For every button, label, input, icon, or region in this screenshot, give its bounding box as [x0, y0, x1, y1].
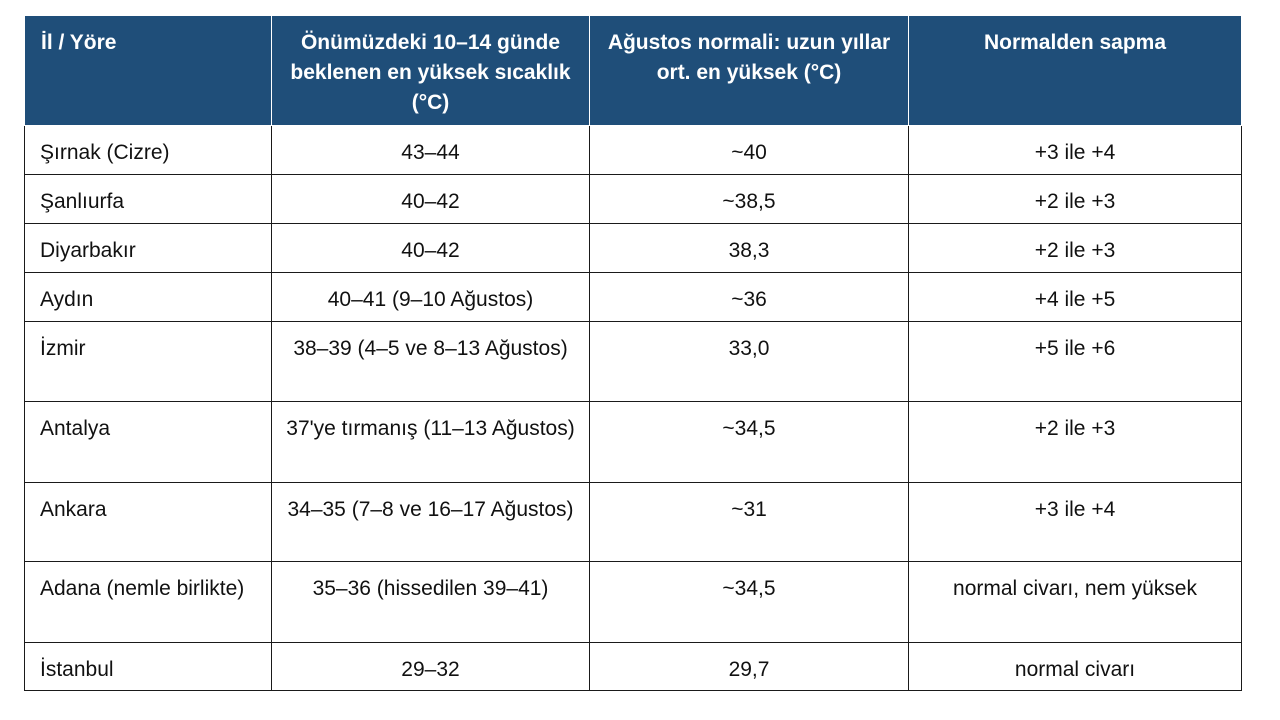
cell-forecast: 43–44: [271, 125, 590, 175]
cell-province: Ankara: [24, 482, 272, 562]
temperature-table: İl / Yöre Önümüzdeki 10–14 günde beklene…: [24, 15, 1242, 691]
cell-normal: 33,0: [589, 321, 909, 402]
cell-deviation: +3 ile +4: [908, 125, 1242, 175]
table-row: Şırnak (Cizre) 43–44 ~40 +3 ile +4: [24, 125, 1242, 175]
header-forecast-max: Önümüzdeki 10–14 günde beklenen en yükse…: [271, 15, 590, 126]
cell-forecast: 40–42: [271, 174, 590, 224]
cell-forecast: 29–32: [271, 642, 590, 691]
cell-deviation: +4 ile +5: [908, 272, 1242, 322]
cell-deviation: normal civarı: [908, 642, 1242, 691]
cell-normal: ~38,5: [589, 174, 909, 224]
table-header: İl / Yöre Önümüzdeki 10–14 günde beklene…: [24, 15, 1242, 126]
cell-forecast: 40–41 (9–10 Ağustos): [271, 272, 590, 322]
cell-deviation: +2 ile +3: [908, 223, 1242, 273]
table-row: İzmir 38–39 (4–5 ve 8–13 Ağustos) 33,0 +…: [24, 321, 1242, 402]
table-row: Aydın 40–41 (9–10 Ağustos) ~36 +4 ile +5: [24, 272, 1242, 322]
cell-province: Şanlıurfa: [24, 174, 272, 224]
cell-deviation: +2 ile +3: [908, 401, 1242, 483]
cell-forecast: 40–42: [271, 223, 590, 273]
table-row: Ankara 34–35 (7–8 ve 16–17 Ağustos) ~31 …: [24, 482, 1242, 562]
cell-deviation: +3 ile +4: [908, 482, 1242, 562]
header-province: İl / Yöre: [24, 15, 272, 126]
cell-normal: ~34,5: [589, 401, 909, 483]
cell-province: Şırnak (Cizre): [24, 125, 272, 175]
cell-normal: ~31: [589, 482, 909, 562]
cell-province: Antalya: [24, 401, 272, 483]
table-row: Şanlıurfa 40–42 ~38,5 +2 ile +3: [24, 174, 1242, 224]
header-august-normal: Ağustos normali: uzun yıllar ort. en yük…: [589, 15, 909, 126]
cell-deviation: +5 ile +6: [908, 321, 1242, 402]
cell-province: Diyarbakır: [24, 223, 272, 273]
cell-province: Aydın: [24, 272, 272, 322]
table-row: Diyarbakır 40–42 38,3 +2 ile +3: [24, 223, 1242, 273]
cell-normal: 29,7: [589, 642, 909, 691]
header-row: İl / Yöre Önümüzdeki 10–14 günde beklene…: [24, 15, 1242, 126]
header-deviation: Normalden sapma: [908, 15, 1242, 126]
cell-forecast: 37'ye tırmanış (11–13 Ağustos): [271, 401, 590, 483]
cell-deviation: normal civarı, nem yüksek: [908, 561, 1242, 643]
table-row: Adana (nemle birlikte) 35–36 (hissedilen…: [24, 561, 1242, 643]
cell-forecast: 38–39 (4–5 ve 8–13 Ağustos): [271, 321, 590, 402]
cell-normal: ~34,5: [589, 561, 909, 643]
cell-province: Adana (nemle birlikte): [24, 561, 272, 643]
cell-normal: ~36: [589, 272, 909, 322]
cell-province: İstanbul: [24, 642, 272, 691]
cell-province: İzmir: [24, 321, 272, 402]
cell-forecast: 34–35 (7–8 ve 16–17 Ağustos): [271, 482, 590, 562]
table-row: Antalya 37'ye tırmanış (11–13 Ağustos) ~…: [24, 401, 1242, 483]
cell-normal: ~40: [589, 125, 909, 175]
cell-deviation: +2 ile +3: [908, 174, 1242, 224]
table-body: Şırnak (Cizre) 43–44 ~40 +3 ile +4 Şanlı…: [24, 125, 1242, 691]
table-row: İstanbul 29–32 29,7 normal civarı: [24, 642, 1242, 691]
cell-forecast: 35–36 (hissedilen 39–41): [271, 561, 590, 643]
cell-normal: 38,3: [589, 223, 909, 273]
